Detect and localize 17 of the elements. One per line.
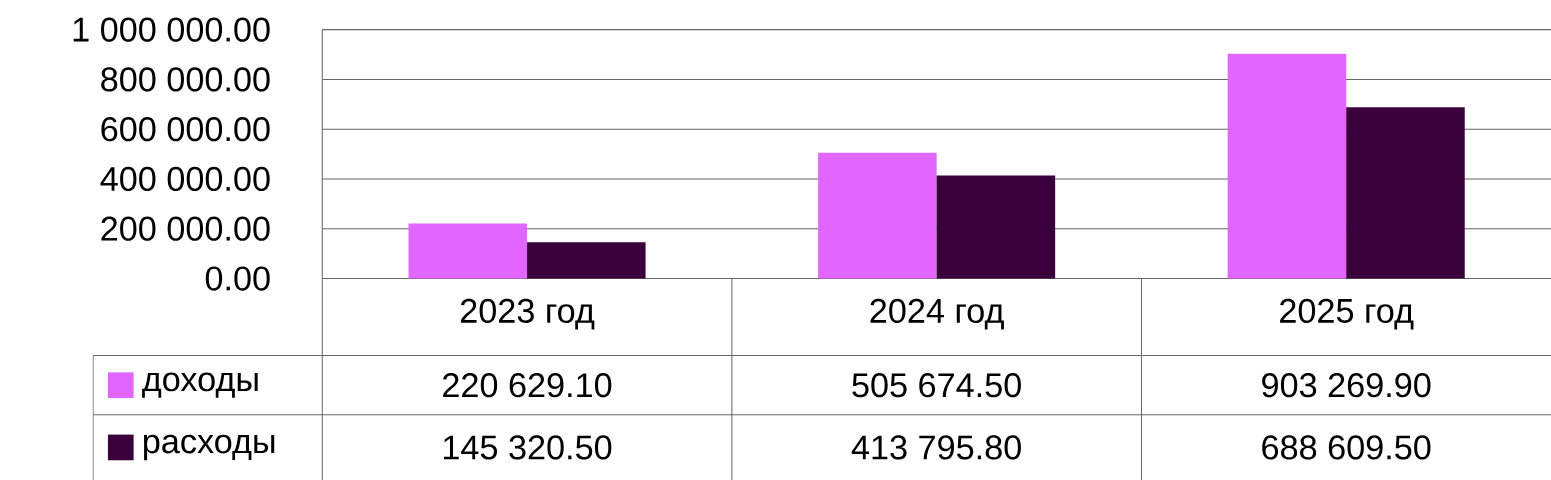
data-label: 413 795.80	[851, 435, 1021, 460]
legend-label: расходы	[143, 434, 275, 461]
data-label: 220 629.10	[443, 373, 612, 398]
y-tick-label: 600 000.00	[101, 117, 270, 142]
y-tick-label: 800 000.00	[101, 67, 270, 92]
data-label: 903 269.90	[1262, 373, 1431, 398]
legend-label: доходы	[142, 372, 258, 398]
data-label: 688 609.50	[1262, 435, 1431, 460]
y-tick-label: 0.00	[205, 266, 270, 291]
data-label: 505 674.50	[852, 373, 1021, 398]
y-tick-label: 400 000.00	[100, 166, 270, 192]
data-label: 145 320.50	[443, 435, 612, 460]
x-tick-label: 2023 год	[460, 298, 595, 330]
y-tick-label: 200 000.00	[101, 216, 270, 241]
y-tick-label: 1 000 000.00	[73, 17, 270, 42]
x-tick-label: 2025 год	[1280, 298, 1414, 330]
x-tick-label: 2024 год	[870, 298, 1004, 330]
